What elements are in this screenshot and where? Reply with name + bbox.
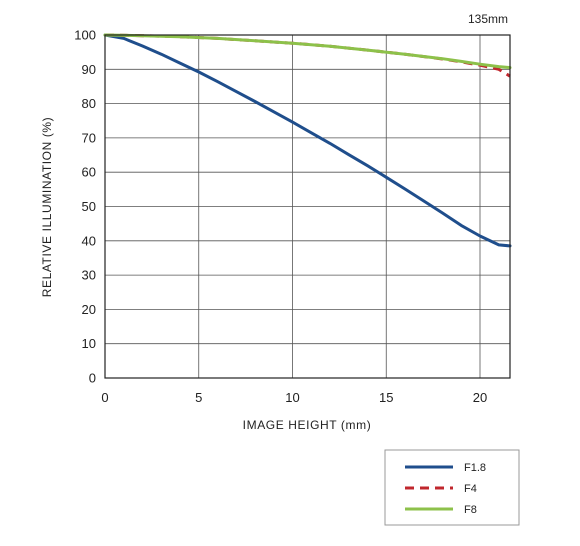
plot-frame: [104, 34, 511, 379]
x-tick-label: 15: [379, 390, 393, 405]
x-tick-label: 20: [473, 390, 487, 405]
x-tick-label: 10: [285, 390, 299, 405]
legend-label: F4: [464, 483, 477, 495]
y-tick-label: 100: [74, 28, 96, 43]
y-tick-label: 10: [82, 336, 96, 351]
y-tick-label: 30: [82, 268, 96, 283]
y-tick-label: 40: [82, 233, 96, 248]
series-line-f1-8: [103, 33, 512, 248]
grid: [104, 34, 510, 379]
x-axis-label: IMAGE HEIGHT (mm): [243, 418, 372, 432]
y-tick-label: 80: [82, 96, 96, 111]
legend-label: F1.8: [464, 462, 486, 474]
y-tick-label: 90: [82, 62, 96, 77]
legend-label: F8: [464, 504, 477, 516]
x-tick-label: 0: [101, 390, 108, 405]
chart-title: 135mm: [468, 12, 508, 26]
y-axis-label: RELATIVE ILLUMINATION (%): [40, 117, 54, 298]
y-tick-label: 60: [82, 165, 96, 180]
y-tick-label: 20: [82, 302, 96, 317]
series-line-f8: [103, 33, 512, 70]
y-tick-label: 0: [89, 371, 96, 386]
x-tick-label: 5: [195, 390, 202, 405]
series-lines: [103, 33, 512, 248]
y-tick-label: 50: [82, 199, 96, 214]
tick-labels: 0 10 20 30 40 50 60 70 80 90 100 0 5 10 15 20: [74, 28, 487, 406]
legend: F1.8 F4 F8: [384, 449, 520, 526]
legend-items: F1.8 F4 F8: [405, 462, 486, 516]
y-tick-label: 70: [82, 130, 96, 145]
